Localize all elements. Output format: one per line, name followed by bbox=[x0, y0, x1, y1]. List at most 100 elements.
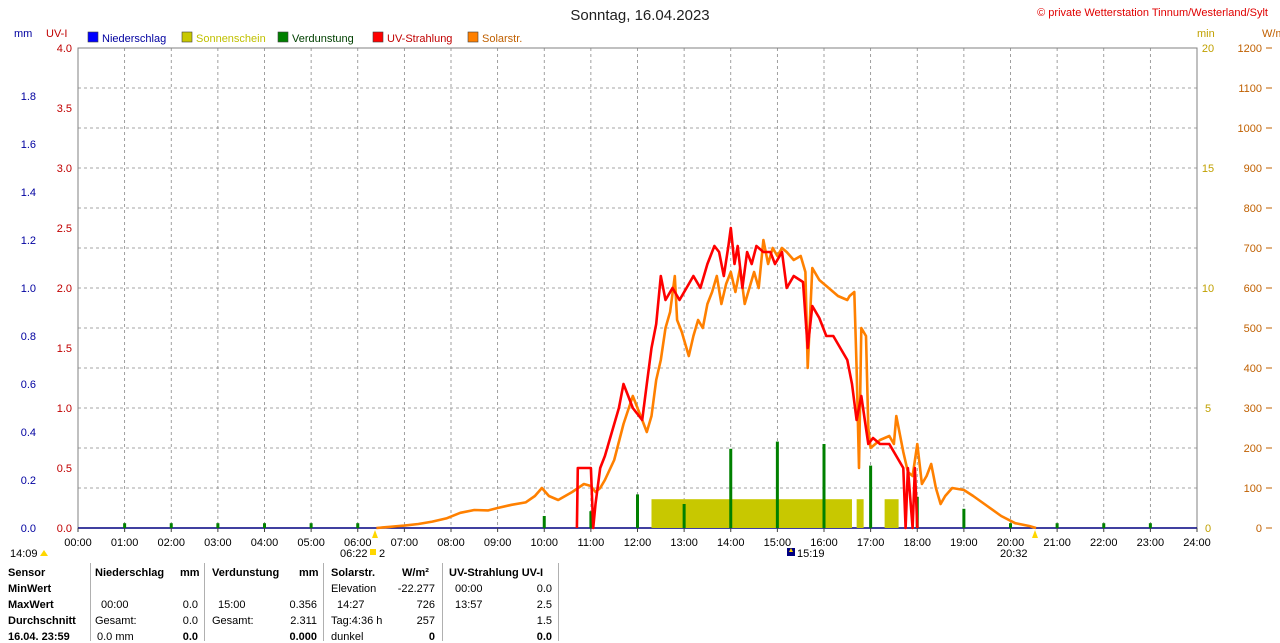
stats-separator bbox=[204, 563, 205, 641]
x-tick-label: 06:00 bbox=[344, 537, 372, 549]
legend-label: UV-Strahlung bbox=[387, 33, 452, 45]
y-tick-label-wm2: 200 bbox=[1244, 443, 1262, 455]
legend-swatch bbox=[467, 31, 479, 43]
x-tick-label: 21:00 bbox=[1043, 537, 1071, 549]
x-tick-label: 14:00 bbox=[717, 537, 745, 549]
legend-label: Sonnenschein bbox=[196, 33, 266, 45]
solar-max-time: 14:27 bbox=[337, 599, 365, 611]
stats-header-sensor: Sensor bbox=[8, 567, 46, 579]
y-tick-label-wm2: 600 bbox=[1244, 283, 1262, 295]
y-tick-label-min: 10 bbox=[1202, 283, 1214, 295]
x-tick-label: 15:00 bbox=[764, 537, 792, 549]
x-tick-label: 23:00 bbox=[1137, 537, 1165, 549]
marker-sunset-arrow bbox=[1032, 530, 1038, 538]
y-tick-label-wm2: 0 bbox=[1256, 523, 1262, 535]
stats-header-solar: Solarstr. bbox=[331, 567, 376, 579]
y-tick-label-wm2: 400 bbox=[1244, 363, 1262, 375]
y-tick-label-mm: 0.2 bbox=[21, 475, 36, 487]
x-tick-label: 01:00 bbox=[111, 537, 139, 549]
x-tick-label: 00:00 bbox=[64, 537, 92, 549]
uv-max-time: 13:57 bbox=[455, 599, 483, 611]
x-tick-label: 10:00 bbox=[530, 537, 558, 549]
x-tick-label: 19:00 bbox=[950, 537, 978, 549]
y-tick-label-min: 20 bbox=[1202, 43, 1214, 55]
y-tick-label-uvi: 2.0 bbox=[57, 283, 72, 295]
verdunstung-max-value: 0.356 bbox=[289, 599, 317, 611]
x-tick-label: 16:00 bbox=[810, 537, 838, 549]
weather-chart: Sonntag, 16.04.2023 © private Wetterstat… bbox=[10, 7, 1280, 560]
solar-tag-value: 257 bbox=[416, 615, 435, 627]
x-tick-label: 18:00 bbox=[903, 537, 931, 549]
y-tick-label-wm2: 900 bbox=[1244, 163, 1262, 175]
y-tick-label-wm2: 500 bbox=[1244, 323, 1262, 335]
stats-header-niederschlag: Niederschlag bbox=[95, 567, 165, 579]
x-tick-label: 20:00 bbox=[997, 537, 1025, 549]
y-tick-label-wm2: 700 bbox=[1244, 243, 1262, 255]
solar-dunkel-label: dunkel bbox=[331, 631, 364, 643]
y-tick-label-wm2: 100 bbox=[1244, 483, 1262, 495]
legend-swatch bbox=[181, 31, 193, 43]
stats-row-durchschnitt: Durchschnitt bbox=[8, 615, 76, 627]
niederschlag-bottom-a: 0.0 mm bbox=[97, 631, 134, 643]
y-tick-label-wm2: 1000 bbox=[1238, 123, 1262, 135]
evaporation-bar bbox=[1009, 523, 1012, 528]
solar-elevation-value: -22.277 bbox=[397, 583, 435, 595]
evaporation-bar bbox=[216, 523, 220, 528]
y-tick-label-wm2: 1200 bbox=[1238, 43, 1262, 55]
evaporation-bar bbox=[682, 504, 686, 528]
y-tick-label-uvi: 3.5 bbox=[57, 103, 72, 115]
stats-separator bbox=[90, 563, 91, 641]
y-tick-label-uvi: 4.0 bbox=[57, 43, 72, 55]
y-tick-label-uvi: 1.0 bbox=[57, 403, 72, 415]
x-tick-label: 09:00 bbox=[484, 537, 512, 549]
legend-swatch bbox=[87, 31, 99, 43]
legend-swatch bbox=[372, 31, 384, 43]
x-tick-label: 24:00 bbox=[1183, 537, 1211, 549]
x-tick-label: 22:00 bbox=[1090, 537, 1118, 549]
solar-series-line bbox=[376, 238, 1037, 530]
stats-separator bbox=[442, 563, 443, 641]
uv-min-time: 00:00 bbox=[455, 583, 483, 595]
x-tick-label: 13:00 bbox=[670, 537, 698, 549]
verdunstung-gesamt-value: 2.311 bbox=[290, 615, 317, 627]
evaporation-bar bbox=[775, 441, 779, 528]
stats-header-uv: UV-Strahlung UV-I bbox=[449, 567, 544, 579]
stats-table: Sensor Niederschlag mm Verdunstung mm So… bbox=[0, 563, 1280, 643]
legend-swatch bbox=[277, 31, 289, 43]
stats-header-niederschlag-unit: mm bbox=[180, 567, 200, 579]
legend-label: Niederschlag bbox=[102, 33, 166, 45]
niederschlag-max-time: 00:00 bbox=[101, 599, 129, 611]
series-lines bbox=[376, 226, 1037, 530]
right-unit-wm2: W/m² bbox=[1262, 28, 1280, 40]
marker-sunset: 20:32 bbox=[1000, 548, 1028, 560]
y-tick-label-mm: 0.6 bbox=[21, 379, 36, 391]
marker-noon: 15:19 bbox=[797, 548, 825, 560]
left-unit-mm: mm bbox=[14, 28, 32, 40]
y-tick-label-wm2: 800 bbox=[1244, 203, 1262, 215]
verdunstung-bottom: 0.000 bbox=[289, 631, 317, 643]
marker-sunrise-icon bbox=[370, 549, 376, 555]
axes: 00:00 01:00 02:00 03:00 04:00 05:00 06:00 07:00… bbox=[21, 43, 1272, 549]
evaporation-bar bbox=[822, 444, 826, 528]
stats-header-verdunstung: Verdunstung bbox=[212, 567, 280, 579]
y-tick-label-mm: 0.0 bbox=[21, 523, 36, 535]
marker-sunrise-arrow bbox=[372, 530, 378, 538]
solar-elevation-label: Elevation bbox=[331, 583, 377, 595]
uv-avg-value: 1.5 bbox=[536, 615, 552, 627]
marker-sun-icon bbox=[40, 550, 48, 556]
niederschlag-gesamt-value: 0.0 bbox=[182, 615, 198, 627]
evaporation-bar bbox=[869, 465, 873, 528]
x-tick-label: 11:00 bbox=[578, 537, 605, 549]
y-tick-label-min: 0 bbox=[1205, 523, 1211, 535]
x-tick-label: 03:00 bbox=[204, 537, 232, 549]
evaporation-bar bbox=[169, 523, 173, 528]
marker-noon-sun bbox=[789, 548, 793, 552]
marker-sunrise-extra: 2 bbox=[379, 548, 385, 560]
legend-label: Verdunstung bbox=[292, 33, 354, 45]
niederschlag-bottom-b: 0.0 bbox=[182, 631, 198, 643]
x-tick-label: 17:00 bbox=[857, 537, 885, 549]
niederschlag-gesamt-label: Gesamt: bbox=[95, 615, 137, 627]
solar-dunkel-value: 0 bbox=[428, 631, 435, 643]
marker-left-time: 14:09 bbox=[10, 548, 38, 560]
verdunstung-gesamt-label: Gesamt: bbox=[212, 615, 254, 627]
